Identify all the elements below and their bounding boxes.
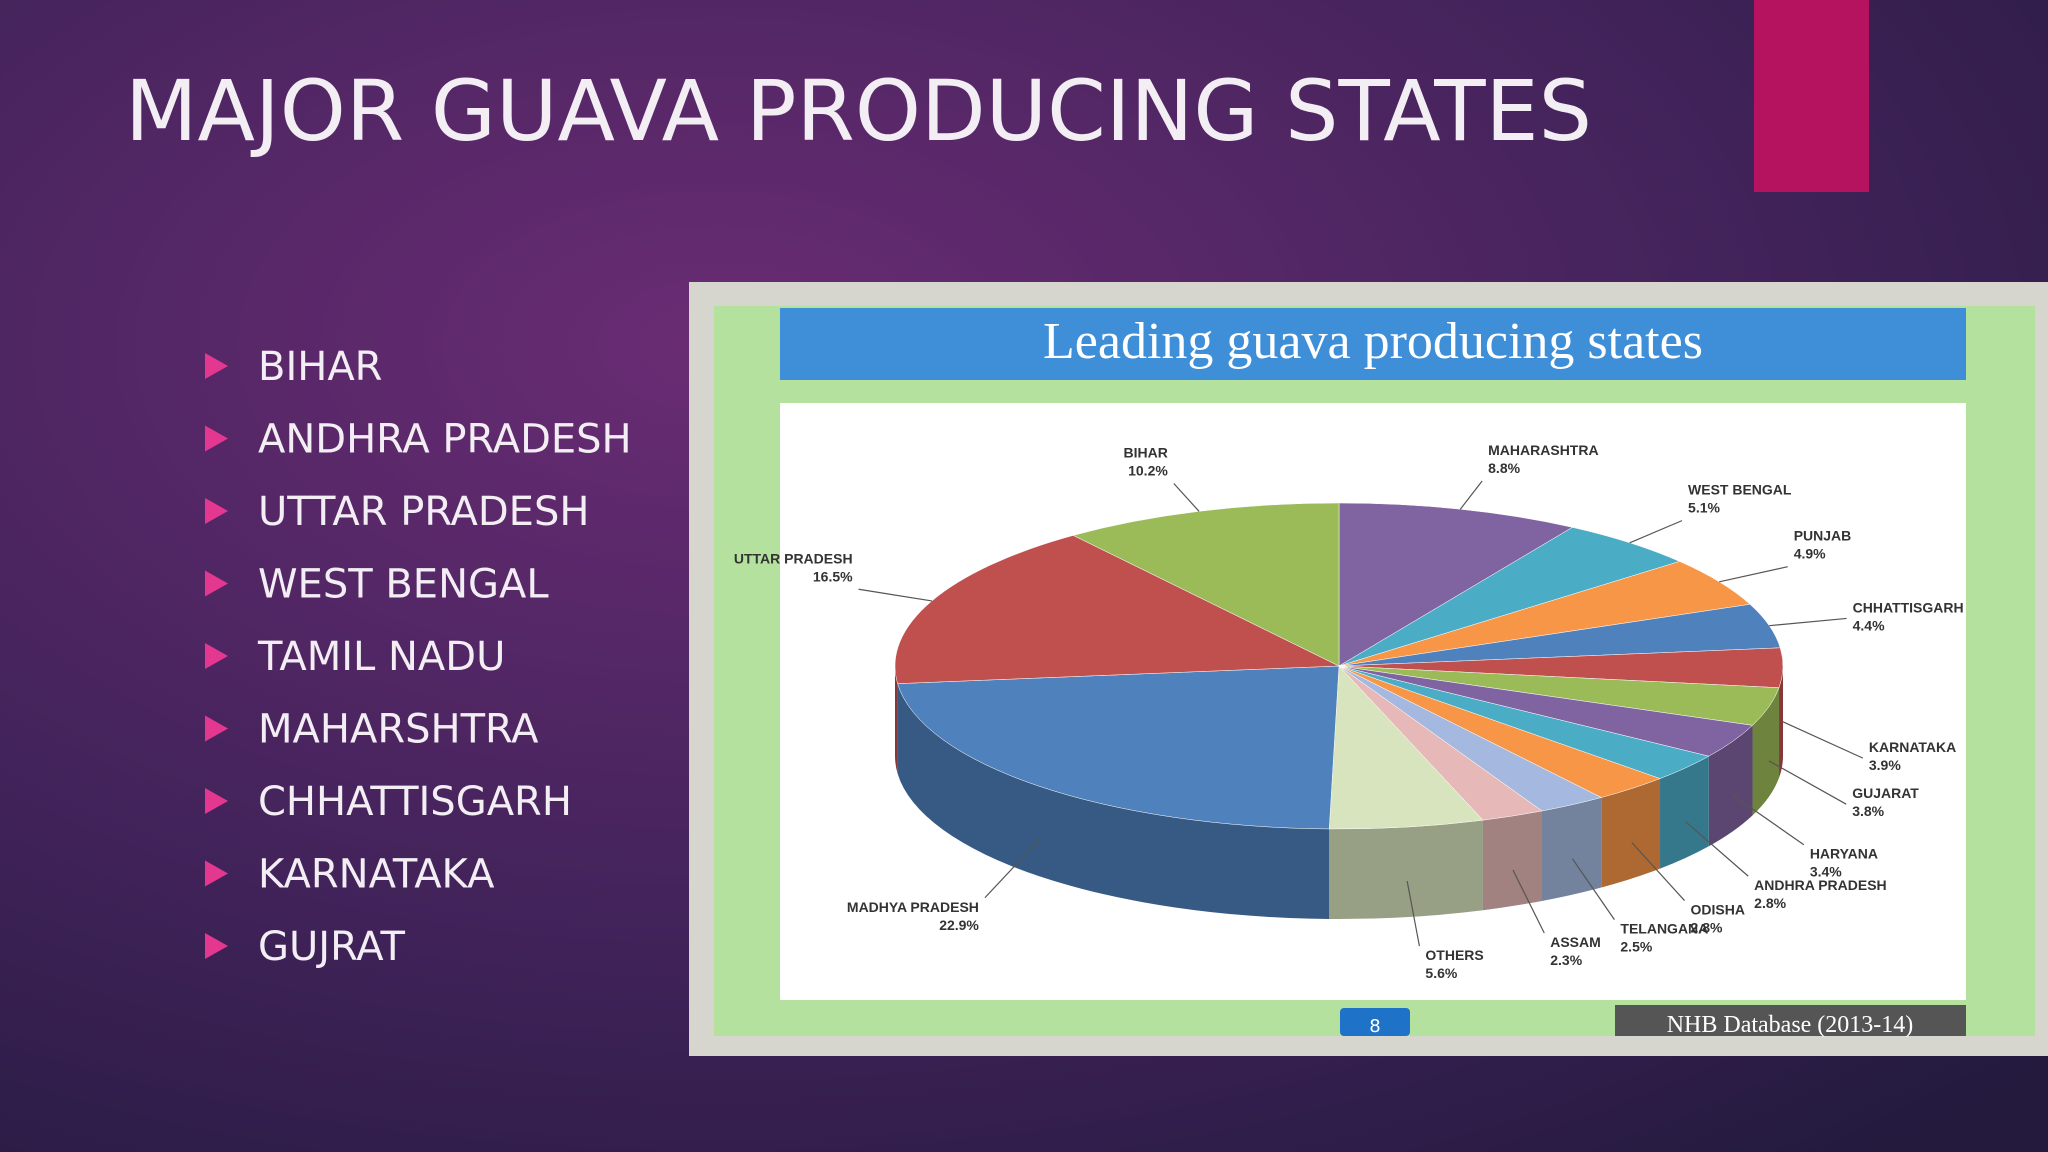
leader-line [858, 588, 932, 602]
value-label: 5.1% [1688, 500, 1720, 516]
leader-line [1685, 821, 1749, 877]
category-label: CHHATTISGARH [1853, 599, 1964, 615]
pie-slice [1072, 502, 1340, 667]
bullet-text: ANDHRA PRADESH [258, 417, 632, 463]
value-label: 3.8% [1852, 803, 1884, 819]
value-label: 5.6% [1425, 965, 1457, 981]
bullet-text: GUJRAT [258, 924, 406, 970]
bullet-marker [205, 860, 228, 887]
pie: MAHARASHTRA 8.8% WEST BENGAL 5.1% PUNJAB 4.9%… [734, 442, 1964, 981]
chart-title: Leading guava producing states [1043, 313, 1703, 370]
bullet-text: BIHAR [258, 344, 382, 390]
value-label: 2.8% [1691, 920, 1723, 936]
category-label: HARYANA [1810, 846, 1878, 862]
pie-slice [1328, 665, 1484, 830]
category-label: OTHERS [1425, 947, 1483, 963]
category-label: TELANGANA [1620, 921, 1708, 937]
category-label: MAHARASHTRA [1488, 442, 1598, 458]
category-label: PUNJAB [1794, 528, 1852, 544]
chart-title-bar [780, 308, 1966, 380]
leader-line [1459, 480, 1483, 510]
category-label: BIHAR [1123, 444, 1167, 460]
leader-line [1629, 520, 1683, 544]
leader-line [1512, 869, 1545, 934]
category-label: ANDHRA PRADESH [1754, 877, 1887, 893]
pie-side [1542, 797, 1602, 901]
source-box [1615, 1005, 1966, 1036]
bullet-text: TAMIL NADU [257, 634, 505, 680]
bullet-text: MAHARSHTRA [258, 707, 539, 753]
bullet-marker [205, 715, 228, 742]
value-label: 10.2% [1128, 462, 1168, 478]
leader-line [984, 839, 1040, 899]
pie-side [895, 666, 898, 774]
value-label: 2.8% [1754, 895, 1786, 911]
category-label: ASSAM [1550, 934, 1601, 950]
bullet-text: KARNATAKA [258, 852, 495, 898]
pie-side [1660, 756, 1709, 869]
category-label: KARNATAKA [1869, 739, 1956, 755]
bullet-marker [205, 498, 228, 524]
category-label: GUJARAT [1852, 785, 1919, 801]
page-number: 8 [1369, 1016, 1380, 1037]
bullet-marker [205, 353, 228, 379]
pie-side [1482, 810, 1543, 911]
leader-line [1732, 794, 1805, 846]
value-label: 4.4% [1853, 617, 1885, 633]
bullet-text: UTTAR PRADESH [258, 489, 589, 535]
pie-slice [1338, 527, 1681, 667]
category-label: MADHYA PRADESH [847, 899, 979, 915]
accent-bar [1754, 0, 1869, 192]
bullet-marker [205, 933, 228, 959]
bullet-marker [205, 788, 228, 814]
pie-side [1601, 778, 1661, 888]
bullet-list: BIHAR ANDHRA PRADESH UTTAR PRADESH WEST BEN… [205, 344, 632, 970]
leader-line [1406, 880, 1421, 947]
category-label: WEST BENGAL [1688, 482, 1792, 498]
source: NHB Database (2013-14) [1667, 1012, 1914, 1038]
slide-title: MAJOR GUAVA PRODUCING STATES [125, 62, 1592, 160]
value-label: 4.9% [1794, 546, 1826, 562]
bullet-marker [205, 570, 228, 597]
pie-slice [894, 535, 1340, 684]
value-label: 3.9% [1869, 757, 1901, 773]
pie-side [897, 683, 1330, 919]
leader-line [1631, 842, 1685, 901]
pie-side [1779, 666, 1783, 778]
category-label: ODISHA [1691, 902, 1745, 918]
leader-line [1782, 721, 1864, 759]
page-number-tab [1340, 1008, 1410, 1036]
pie-side [1752, 687, 1780, 816]
leader-line [1768, 760, 1847, 805]
value-label: 3.4% [1810, 864, 1842, 880]
leader-line [1719, 566, 1788, 583]
value-label: 16.5% [813, 568, 853, 584]
bullet-marker [205, 643, 228, 669]
bullet-text: CHHATTISGARH [258, 779, 572, 825]
value-label: 2.3% [1550, 952, 1582, 968]
category-label: UTTAR PRADESH [734, 550, 853, 566]
bullet-marker [205, 425, 228, 452]
bullet-text: WEST BENGAL [258, 562, 549, 608]
pie-slice [897, 665, 1340, 830]
pie-side [1708, 725, 1753, 847]
value-label: 8.8% [1488, 460, 1520, 476]
leader-line [1173, 483, 1200, 512]
leader-line [1769, 617, 1847, 627]
value-label: 2.5% [1620, 939, 1652, 955]
leader-line [1571, 858, 1615, 920]
pie-side [1329, 820, 1483, 919]
value-label: 22.9% [939, 917, 979, 933]
